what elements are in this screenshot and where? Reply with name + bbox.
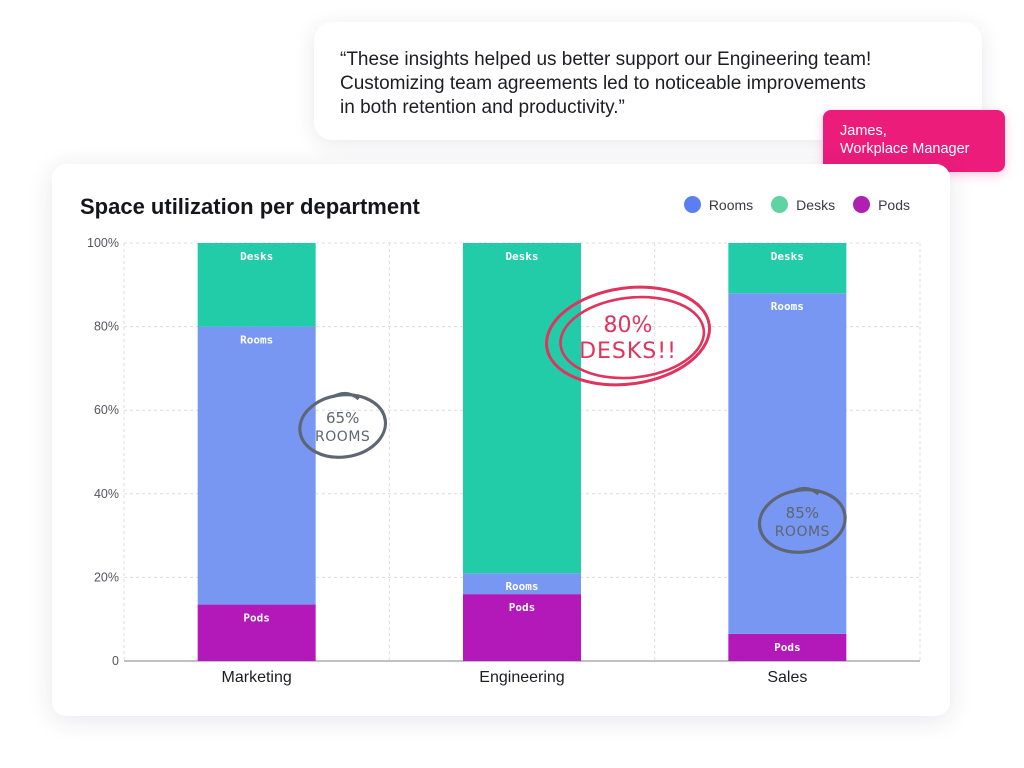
bar-segment-rooms	[197, 326, 316, 605]
bar-segment-label: Desks	[240, 250, 273, 263]
annotation-text: ROOMS	[775, 524, 830, 540]
annotation-text: 65%	[326, 409, 359, 427]
author-role: Workplace Manager	[840, 141, 970, 157]
annotation-marketing: 65% ROOMS	[298, 392, 388, 459]
chart-title: Space utilization per department	[80, 194, 420, 219]
chart-card: 0 20% 40% 60% 80% 100% Pods Rooms Desks Marketing…	[52, 164, 950, 716]
bar-segment-rooms	[463, 573, 581, 595]
annotation-engineering: 80%DESKS!!	[545, 285, 711, 387]
author-badge: James, Workplace Manager	[823, 110, 1005, 172]
bar-segment-label: Pods	[774, 641, 801, 654]
bar-segment-rooms	[728, 293, 847, 634]
testimonial-quote: “These insights helped us better support…	[340, 48, 962, 120]
testimonial-card: “These insights helped us better support…	[314, 22, 982, 140]
bar-segment-desks	[463, 243, 581, 574]
annotation-loop-tail	[791, 487, 820, 496]
legend-label: Desks	[796, 196, 836, 213]
x-tick-label: Sales	[767, 669, 807, 686]
legend-swatch-pods	[853, 196, 871, 213]
bar-segment-label: Desks	[505, 250, 538, 263]
legend-item-rooms: Rooms	[683, 196, 754, 213]
annotation-text: 80%	[604, 313, 653, 338]
bar-segment-label: Pods	[243, 612, 270, 625]
y-tick-label: 20%	[94, 570, 119, 584]
chart-legend: Rooms Desks Pods	[683, 196, 910, 213]
bar-segment-desks	[728, 243, 847, 294]
annotation-loop-tail	[331, 392, 360, 401]
quote-line: “These insights helped us better support…	[340, 49, 872, 70]
legend-item-desks: Desks	[771, 196, 835, 213]
y-tick-label: 0	[112, 654, 119, 668]
bar-segment-label: Desks	[771, 250, 804, 263]
bar-segment-label: Pods	[509, 601, 536, 614]
y-tick-label: 40%	[94, 487, 119, 501]
y-tick-label: 80%	[94, 320, 119, 334]
y-tick-label: 100%	[87, 236, 119, 250]
annotation-text: 85%	[786, 504, 819, 522]
annotation-circle-inner	[559, 295, 706, 380]
legend-item-pods: Pods	[853, 196, 910, 213]
legend-label: Pods	[878, 196, 910, 213]
quote-line: Customizing team agreements led to notic…	[340, 73, 866, 94]
annotation-text: DESKS!!	[579, 339, 677, 364]
annotation-circle	[545, 285, 711, 387]
author-name: James,	[840, 123, 887, 139]
bar-segment-pods	[463, 594, 581, 661]
bar-segment-pods	[197, 604, 316, 661]
x-tick-label: Marketing	[222, 669, 292, 686]
annotation-sales: 85% ROOMS	[757, 487, 847, 554]
bar-segment-pods	[728, 633, 847, 661]
legend-swatch-rooms	[683, 196, 701, 213]
quote-line: in both retention and productivity.”	[340, 97, 625, 118]
bar-segment-label: Rooms	[505, 580, 538, 593]
annotation-text: ROOMS	[315, 429, 370, 445]
x-tick-label: Engineering	[479, 669, 564, 686]
bar-segment-label: Rooms	[771, 300, 804, 313]
bar-segment-desks	[197, 243, 316, 327]
stacked-bar-chart: 0 20% 40% 60% 80% 100% Pods Rooms Desks Marketing…	[87, 236, 921, 686]
legend-label: Rooms	[708, 196, 754, 213]
bar-segment-label: Rooms	[240, 334, 273, 347]
legend-swatch-desks	[771, 196, 789, 213]
y-tick-label: 60%	[94, 403, 119, 417]
